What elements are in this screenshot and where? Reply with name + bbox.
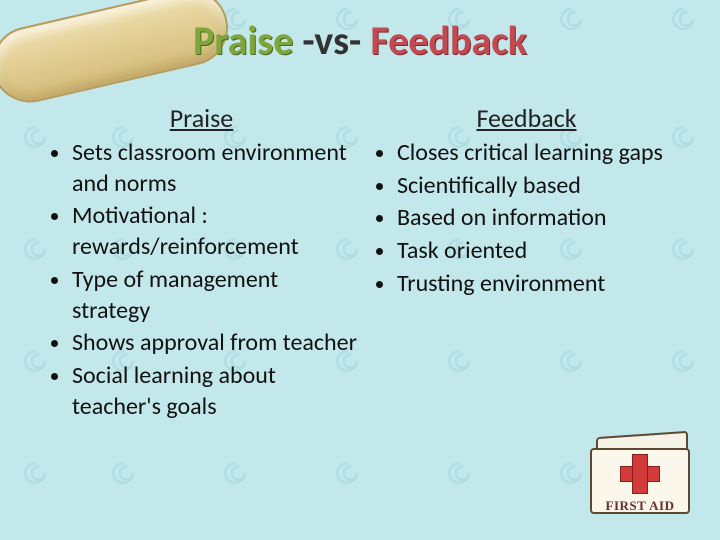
- first-aid-label: FIRST AID: [590, 498, 690, 514]
- list-item: Type of management strategy: [72, 265, 359, 326]
- list-item: Task oriented: [397, 236, 684, 267]
- feedback-header: Feedback: [369, 102, 684, 134]
- title-word-feedback: Feedback: [370, 16, 527, 65]
- first-aid-kit-icon: FIRST AID: [590, 434, 694, 518]
- praise-column: Praise Sets classroom environment and no…: [44, 102, 359, 424]
- praise-header: Praise: [44, 102, 359, 134]
- list-item: Scientifically based: [397, 171, 684, 202]
- slide-title: Praise -vs- Feedback: [0, 16, 720, 65]
- list-item: Sets classroom environment and norms: [72, 138, 359, 199]
- list-item: Based on information: [397, 203, 684, 234]
- list-item: Closes critical learning gaps: [397, 138, 684, 169]
- title-word-praise: Praise: [193, 16, 293, 65]
- title-word-vs: -vs-: [293, 16, 370, 65]
- feedback-list: Closes critical learning gapsScientifica…: [369, 138, 684, 300]
- list-item: Trusting environment: [397, 269, 684, 300]
- list-item: Shows approval from teacher: [72, 328, 359, 359]
- feedback-column: Feedback Closes critical learning gapsSc…: [369, 102, 684, 424]
- list-item: Social learning about teacher's goals: [72, 361, 359, 422]
- list-item: Motivational : rewards/reinforcement: [72, 201, 359, 262]
- praise-list: Sets classroom environment and normsMoti…: [44, 138, 359, 422]
- content-columns: Praise Sets classroom environment and no…: [44, 102, 684, 424]
